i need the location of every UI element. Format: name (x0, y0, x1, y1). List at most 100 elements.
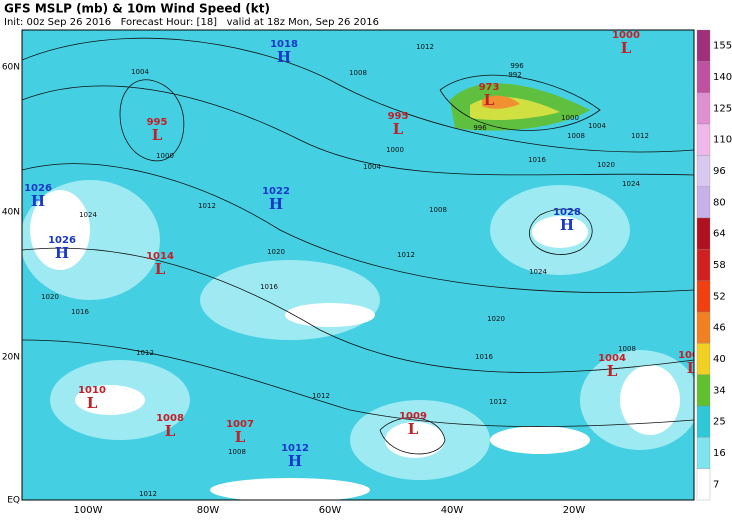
colorbar-segment (696, 343, 711, 375)
isobar-label: 1012 (139, 490, 157, 498)
isobar-label: 1012 (312, 392, 330, 400)
center-letter: L (235, 428, 246, 446)
colorbar-label: 110 (713, 135, 732, 146)
center-letter: L (87, 394, 98, 412)
isobar-label: 1000 (561, 114, 579, 122)
isobar-label: 1012 (416, 43, 434, 51)
center-value: 1028 (553, 207, 581, 218)
center-value: 1008 (156, 413, 184, 424)
center-value: 1000 (612, 30, 640, 41)
center-letter: L (152, 126, 163, 144)
center-letter: H (277, 48, 291, 66)
colorbar-segment (696, 311, 711, 344)
colorbar-label: 34 (713, 385, 726, 396)
isobar-label: 1000 (156, 152, 174, 160)
colorbar-segment (696, 186, 711, 219)
center-value: 1018 (270, 39, 298, 50)
colorbar-label: 25 (713, 417, 726, 428)
colorbar-segment (696, 155, 711, 187)
isobar-label: 1012 (198, 202, 216, 210)
colorbar-label: 46 (713, 323, 726, 334)
colorbar-segment (696, 217, 711, 250)
colorbar-segment (696, 92, 711, 125)
lon-label: 60W (319, 505, 342, 516)
colorbar-label: 80 (713, 197, 726, 208)
colorbar-segment (696, 61, 711, 93)
colorbar-segment (696, 405, 711, 438)
lat-label: EQ (7, 496, 20, 506)
isobar-label: 1024 (79, 211, 97, 219)
lon-label: 80W (197, 505, 220, 516)
colorbar-label: 140 (713, 72, 732, 83)
isobar-label: 1008 (349, 69, 367, 77)
lon-label: 20W (563, 505, 586, 516)
center-value: 1026 (24, 183, 52, 194)
isobar-label: 1020 (267, 248, 285, 256)
isobar-label: 1004 (588, 122, 606, 130)
center-letter: H (288, 452, 302, 470)
isobar-label: 1008 (618, 345, 636, 353)
isobar-label: 1008 (228, 448, 246, 456)
center-value: 1010 (78, 385, 106, 396)
isobar-label: 1004 (363, 163, 381, 171)
isobar-label: 1012 (136, 349, 154, 357)
isobar-label: 1012 (631, 132, 649, 140)
isobar-label: 1016 (71, 308, 89, 316)
center-value: 1004 (598, 353, 626, 364)
isobar-label: 1020 (487, 315, 505, 323)
center-value: 1012 (281, 443, 309, 454)
center-value: 1026 (48, 235, 76, 246)
isobar-label: 1008 (567, 132, 585, 140)
isobar-label: 1020 (41, 293, 59, 301)
lat-label: 40N (2, 208, 20, 218)
colorbar-label: 155 (713, 41, 732, 52)
isobar-label: 1008 (429, 206, 447, 214)
title: GFS MSLP (mb) & 10m Wind Speed (kt) (4, 2, 270, 16)
lat-label: 20N (2, 353, 20, 363)
isobar-label: 1004 (131, 68, 149, 76)
isobar-label: 996 (510, 62, 524, 70)
subtitle: Init: 00z Sep 26 2016 Forecast Hour: [18… (4, 17, 379, 28)
isobar-label: 1000 (386, 146, 404, 154)
map-frame (21, 29, 695, 501)
isobar-label: 1016 (475, 353, 493, 361)
colorbar-label: 96 (713, 166, 726, 177)
colorbar-label: 58 (713, 260, 726, 271)
isobar-label: 1012 (489, 398, 507, 406)
lon-label: 40W (441, 505, 464, 516)
lon-label: 100W (74, 505, 103, 516)
colorbar-segment (696, 374, 711, 407)
isobar-label: 1016 (260, 283, 278, 291)
center-value: 1022 (262, 186, 290, 197)
center-letter: H (55, 244, 69, 262)
center-letter: H (269, 195, 283, 213)
center-value: 973 (479, 82, 500, 93)
center-letter: H (560, 216, 574, 234)
center-letter: L (484, 91, 495, 109)
center-letter: L (607, 362, 618, 380)
colorbar-segment (696, 280, 711, 313)
center-letter: L (155, 260, 166, 278)
center-letter: L (408, 420, 419, 438)
center-letter: L (687, 359, 698, 377)
center-letter: H (31, 192, 45, 210)
colorbar-segment (696, 249, 711, 281)
center-letter: L (621, 39, 632, 57)
center-value: 1007 (226, 419, 254, 430)
colorbar-label: 64 (713, 229, 726, 240)
isobar-label: 996 (473, 124, 487, 132)
colorbar-segment (696, 437, 711, 469)
lat-label: 60N (2, 63, 20, 73)
colorbar-label: 7 (713, 479, 719, 490)
isobar-label: 1012 (397, 251, 415, 259)
center-value: 1004 (678, 350, 706, 361)
isobar-label: 1020 (597, 161, 615, 169)
center-letter: L (393, 120, 404, 138)
isobar-label: 992 (508, 71, 521, 79)
isobar-label: 1024 (622, 180, 640, 188)
colorbar-label: 52 (713, 291, 726, 302)
colorbar-segment (696, 468, 711, 501)
center-value: 995 (147, 117, 168, 128)
